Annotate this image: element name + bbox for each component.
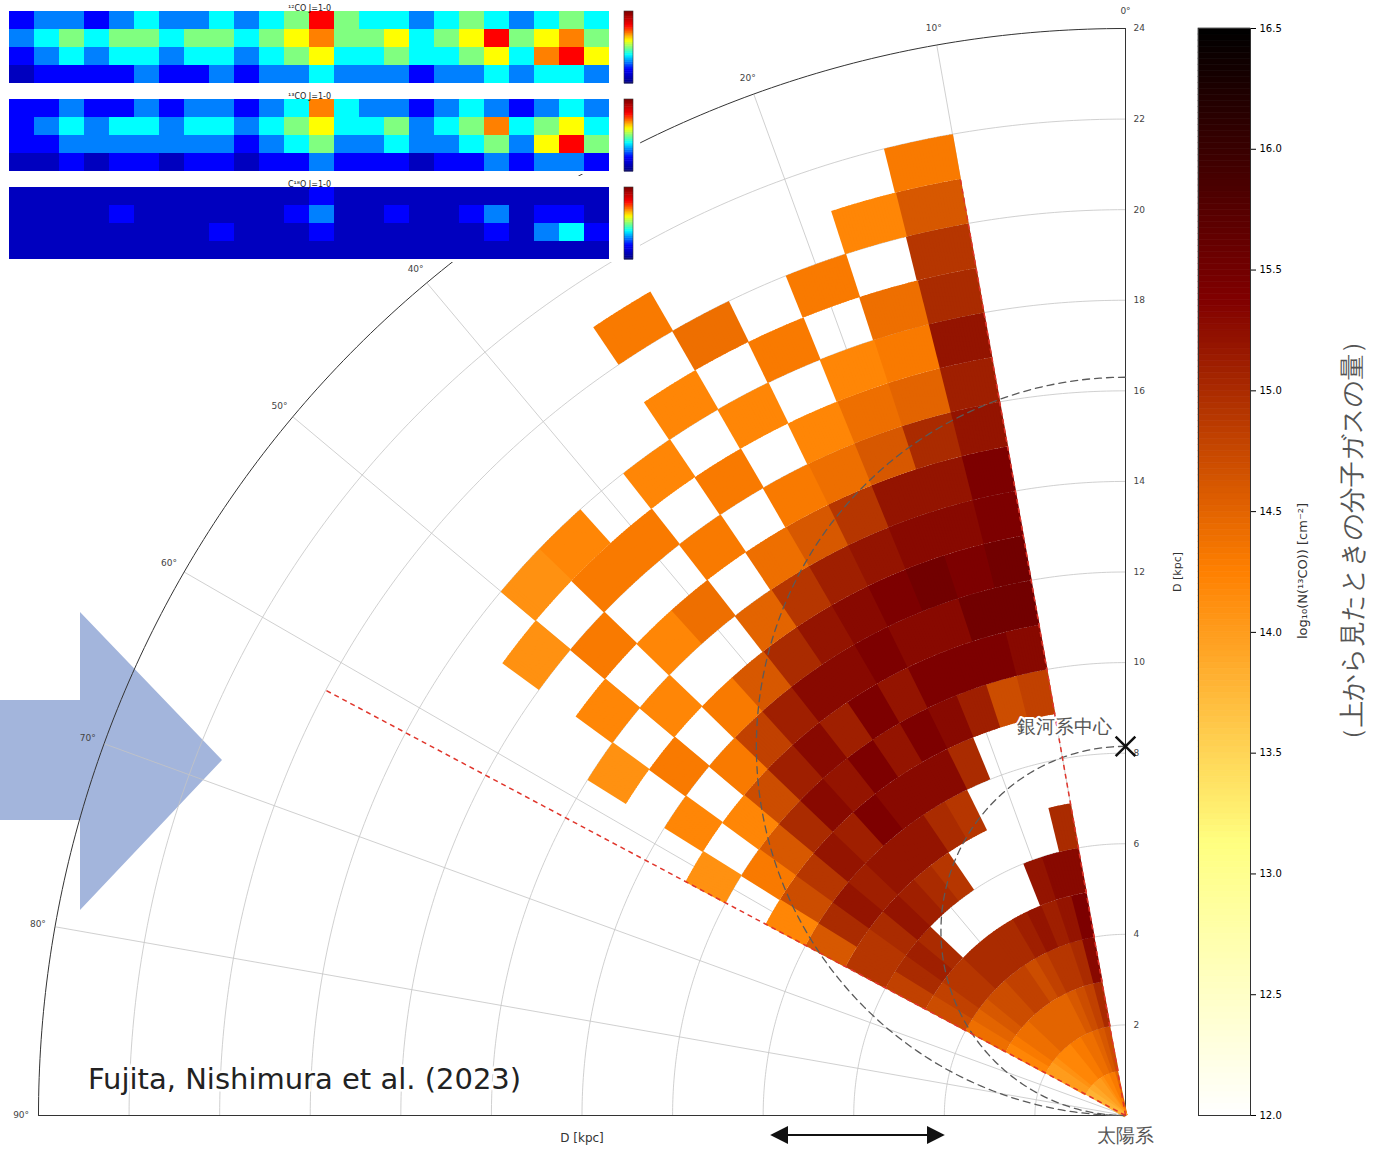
svg-text:Fujita, Nishimura et al. (2023: Fujita, Nishimura et al. (2023) bbox=[88, 1062, 521, 1096]
svg-text:14.5: 14.5 bbox=[1260, 506, 1282, 517]
svg-text:20: 20 bbox=[1134, 205, 1146, 215]
svg-text:D [kpc]: D [kpc] bbox=[560, 1131, 604, 1145]
svg-text:銀河系中心: 銀河系中心 bbox=[1017, 715, 1112, 737]
svg-text:13.0: 13.0 bbox=[1260, 868, 1282, 879]
svg-text:60°: 60° bbox=[161, 558, 177, 568]
svg-text:（上から見たときの分子ガスの量）: （上から見たときの分子ガスの量） bbox=[1337, 328, 1367, 753]
svg-text:6: 6 bbox=[1134, 839, 1140, 849]
svg-text:10: 10 bbox=[1134, 657, 1146, 667]
svg-text:12: 12 bbox=[1134, 567, 1145, 577]
svg-text:12.0: 12.0 bbox=[1260, 1110, 1282, 1121]
svg-text:C¹⁸O J=1-0: C¹⁸O J=1-0 bbox=[288, 180, 331, 189]
svg-text:40°: 40° bbox=[408, 264, 424, 274]
svg-text:80°: 80° bbox=[30, 919, 46, 929]
svg-text:2: 2 bbox=[1134, 1020, 1140, 1030]
svg-text:22: 22 bbox=[1134, 114, 1145, 124]
svg-text:18: 18 bbox=[1134, 295, 1146, 305]
svg-text:15.5: 15.5 bbox=[1260, 264, 1282, 275]
svg-text:4: 4 bbox=[1134, 929, 1140, 939]
svg-text:90°: 90° bbox=[13, 1110, 29, 1120]
svg-text:16.5: 16.5 bbox=[1260, 23, 1282, 34]
svg-text:50°: 50° bbox=[272, 400, 288, 410]
svg-text:70°: 70° bbox=[80, 733, 96, 743]
svg-text:14.0: 14.0 bbox=[1260, 627, 1282, 638]
svg-text:8: 8 bbox=[1133, 748, 1140, 758]
svg-text:12.5: 12.5 bbox=[1260, 989, 1282, 1000]
svg-text:13.5: 13.5 bbox=[1260, 747, 1282, 758]
svg-text:0°: 0° bbox=[1120, 6, 1130, 16]
svg-text:10°: 10° bbox=[926, 23, 942, 33]
svg-text:太陽系: 太陽系 bbox=[1097, 1124, 1154, 1146]
svg-text:24: 24 bbox=[1134, 23, 1146, 33]
svg-text:14: 14 bbox=[1134, 476, 1146, 486]
svg-text:16: 16 bbox=[1134, 386, 1146, 396]
svg-text:log₁₀(N(¹³CO)) [cm⁻²]: log₁₀(N(¹³CO)) [cm⁻²] bbox=[1295, 503, 1310, 639]
svg-text:15.0: 15.0 bbox=[1260, 385, 1282, 396]
svg-text:16.0: 16.0 bbox=[1260, 143, 1282, 154]
svg-text:20°: 20° bbox=[740, 73, 756, 83]
svg-text:D [kpc]: D [kpc] bbox=[1171, 552, 1184, 592]
svg-text:¹³CO J=1-0: ¹³CO J=1-0 bbox=[288, 92, 331, 101]
svg-text:¹²CO J=1-0: ¹²CO J=1-0 bbox=[288, 4, 331, 13]
